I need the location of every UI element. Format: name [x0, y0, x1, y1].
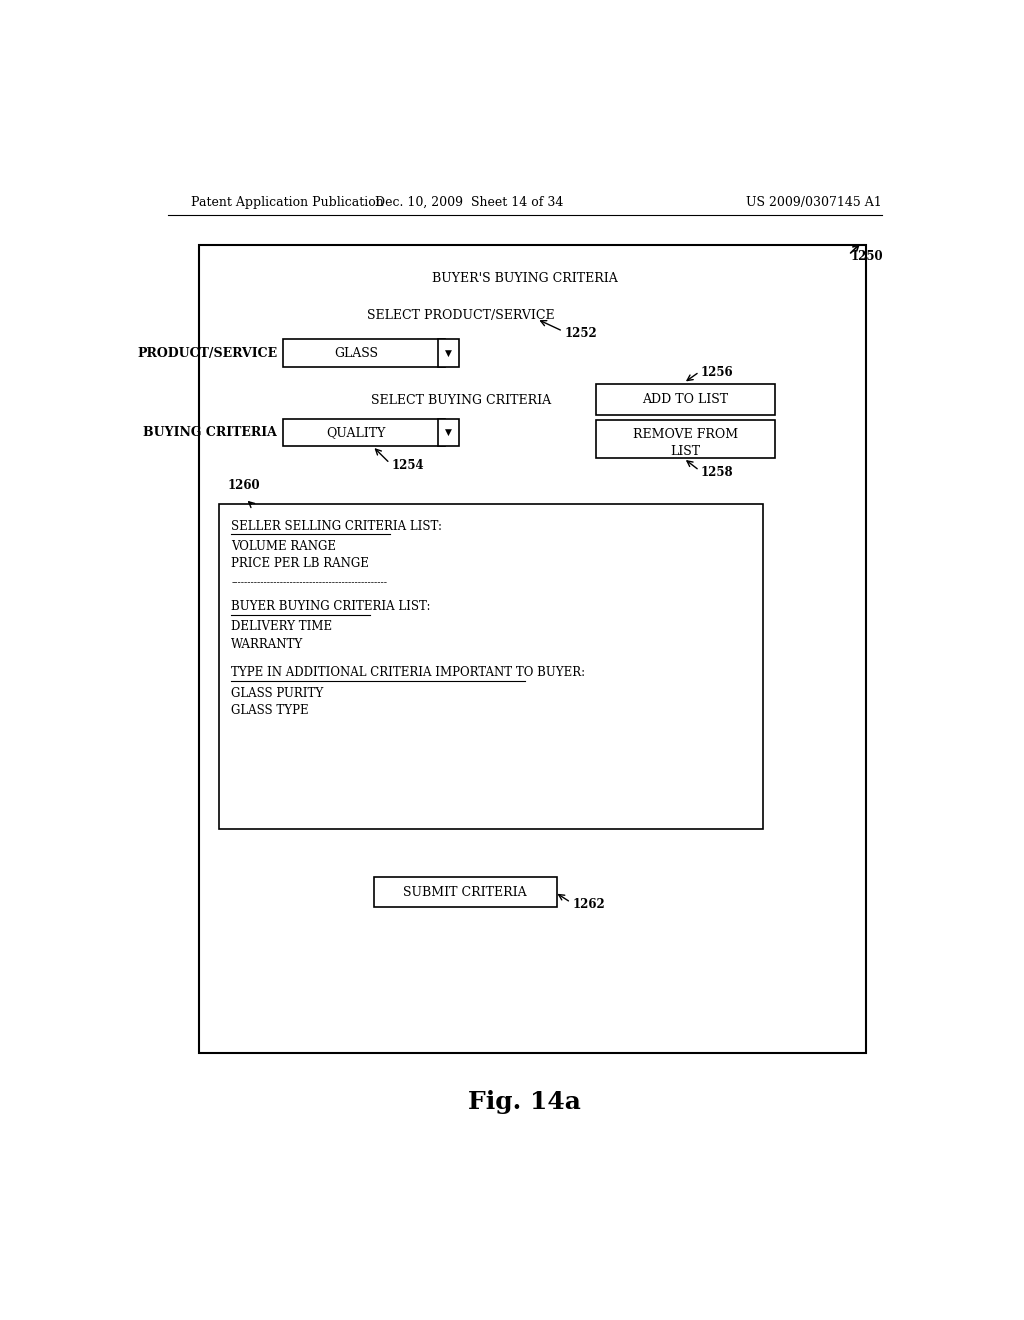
Text: ▼: ▼	[444, 348, 452, 358]
Text: GLASS PURITY: GLASS PURITY	[231, 686, 324, 700]
Text: 1256: 1256	[701, 367, 733, 379]
Text: LIST: LIST	[671, 445, 700, 458]
Bar	[596, 420, 775, 458]
Bar	[596, 384, 775, 414]
Text: ▼: ▼	[444, 428, 452, 437]
Text: ADD TO LIST: ADD TO LIST	[642, 393, 728, 405]
Text: DELIVERY TIME: DELIVERY TIME	[231, 620, 333, 634]
Text: ------------------------------------------------: ----------------------------------------…	[231, 578, 387, 586]
Bar	[283, 339, 445, 367]
Text: SELLER SELLING CRITERIA LIST:: SELLER SELLING CRITERIA LIST:	[231, 520, 442, 533]
Text: Fig. 14a: Fig. 14a	[468, 1089, 582, 1114]
Bar	[437, 418, 459, 446]
Text: 1260: 1260	[228, 479, 261, 492]
Text: Dec. 10, 2009  Sheet 14 of 34: Dec. 10, 2009 Sheet 14 of 34	[375, 195, 563, 209]
Text: PRICE PER LB RANGE: PRICE PER LB RANGE	[231, 557, 369, 570]
Text: 1252: 1252	[564, 327, 597, 339]
Bar	[283, 418, 445, 446]
Text: BUYING CRITERIA: BUYING CRITERIA	[143, 426, 278, 440]
Text: PRODUCT/SERVICE: PRODUCT/SERVICE	[137, 347, 278, 360]
Text: 1254: 1254	[391, 459, 424, 471]
Text: REMOVE FROM: REMOVE FROM	[633, 429, 738, 441]
Bar	[219, 504, 763, 829]
Text: 1258: 1258	[701, 466, 733, 479]
Bar	[200, 244, 866, 1053]
Text: VOLUME RANGE: VOLUME RANGE	[231, 540, 336, 553]
Bar	[374, 876, 557, 907]
Text: 1262: 1262	[572, 898, 605, 911]
Text: BUYER BUYING CRITERIA LIST:: BUYER BUYING CRITERIA LIST:	[231, 601, 431, 612]
Text: 1250: 1250	[850, 251, 883, 264]
Text: GLASS: GLASS	[334, 347, 378, 360]
Text: SELECT PRODUCT/SERVICE: SELECT PRODUCT/SERVICE	[368, 309, 555, 322]
Text: WARRANTY: WARRANTY	[231, 638, 303, 651]
Text: US 2009/0307145 A1: US 2009/0307145 A1	[746, 195, 882, 209]
Text: SUBMIT CRITERIA: SUBMIT CRITERIA	[403, 886, 527, 899]
Text: SELECT BUYING CRITERIA: SELECT BUYING CRITERIA	[372, 393, 551, 407]
Text: Patent Application Publication: Patent Application Publication	[191, 195, 384, 209]
Text: BUYER'S BUYING CRITERIA: BUYER'S BUYING CRITERIA	[432, 272, 617, 285]
Bar	[437, 339, 459, 367]
Text: GLASS TYPE: GLASS TYPE	[231, 704, 309, 717]
Text: TYPE IN ADDITIONAL CRITERIA IMPORTANT TO BUYER:: TYPE IN ADDITIONAL CRITERIA IMPORTANT TO…	[231, 667, 586, 680]
Text: QUALITY: QUALITY	[326, 426, 385, 440]
